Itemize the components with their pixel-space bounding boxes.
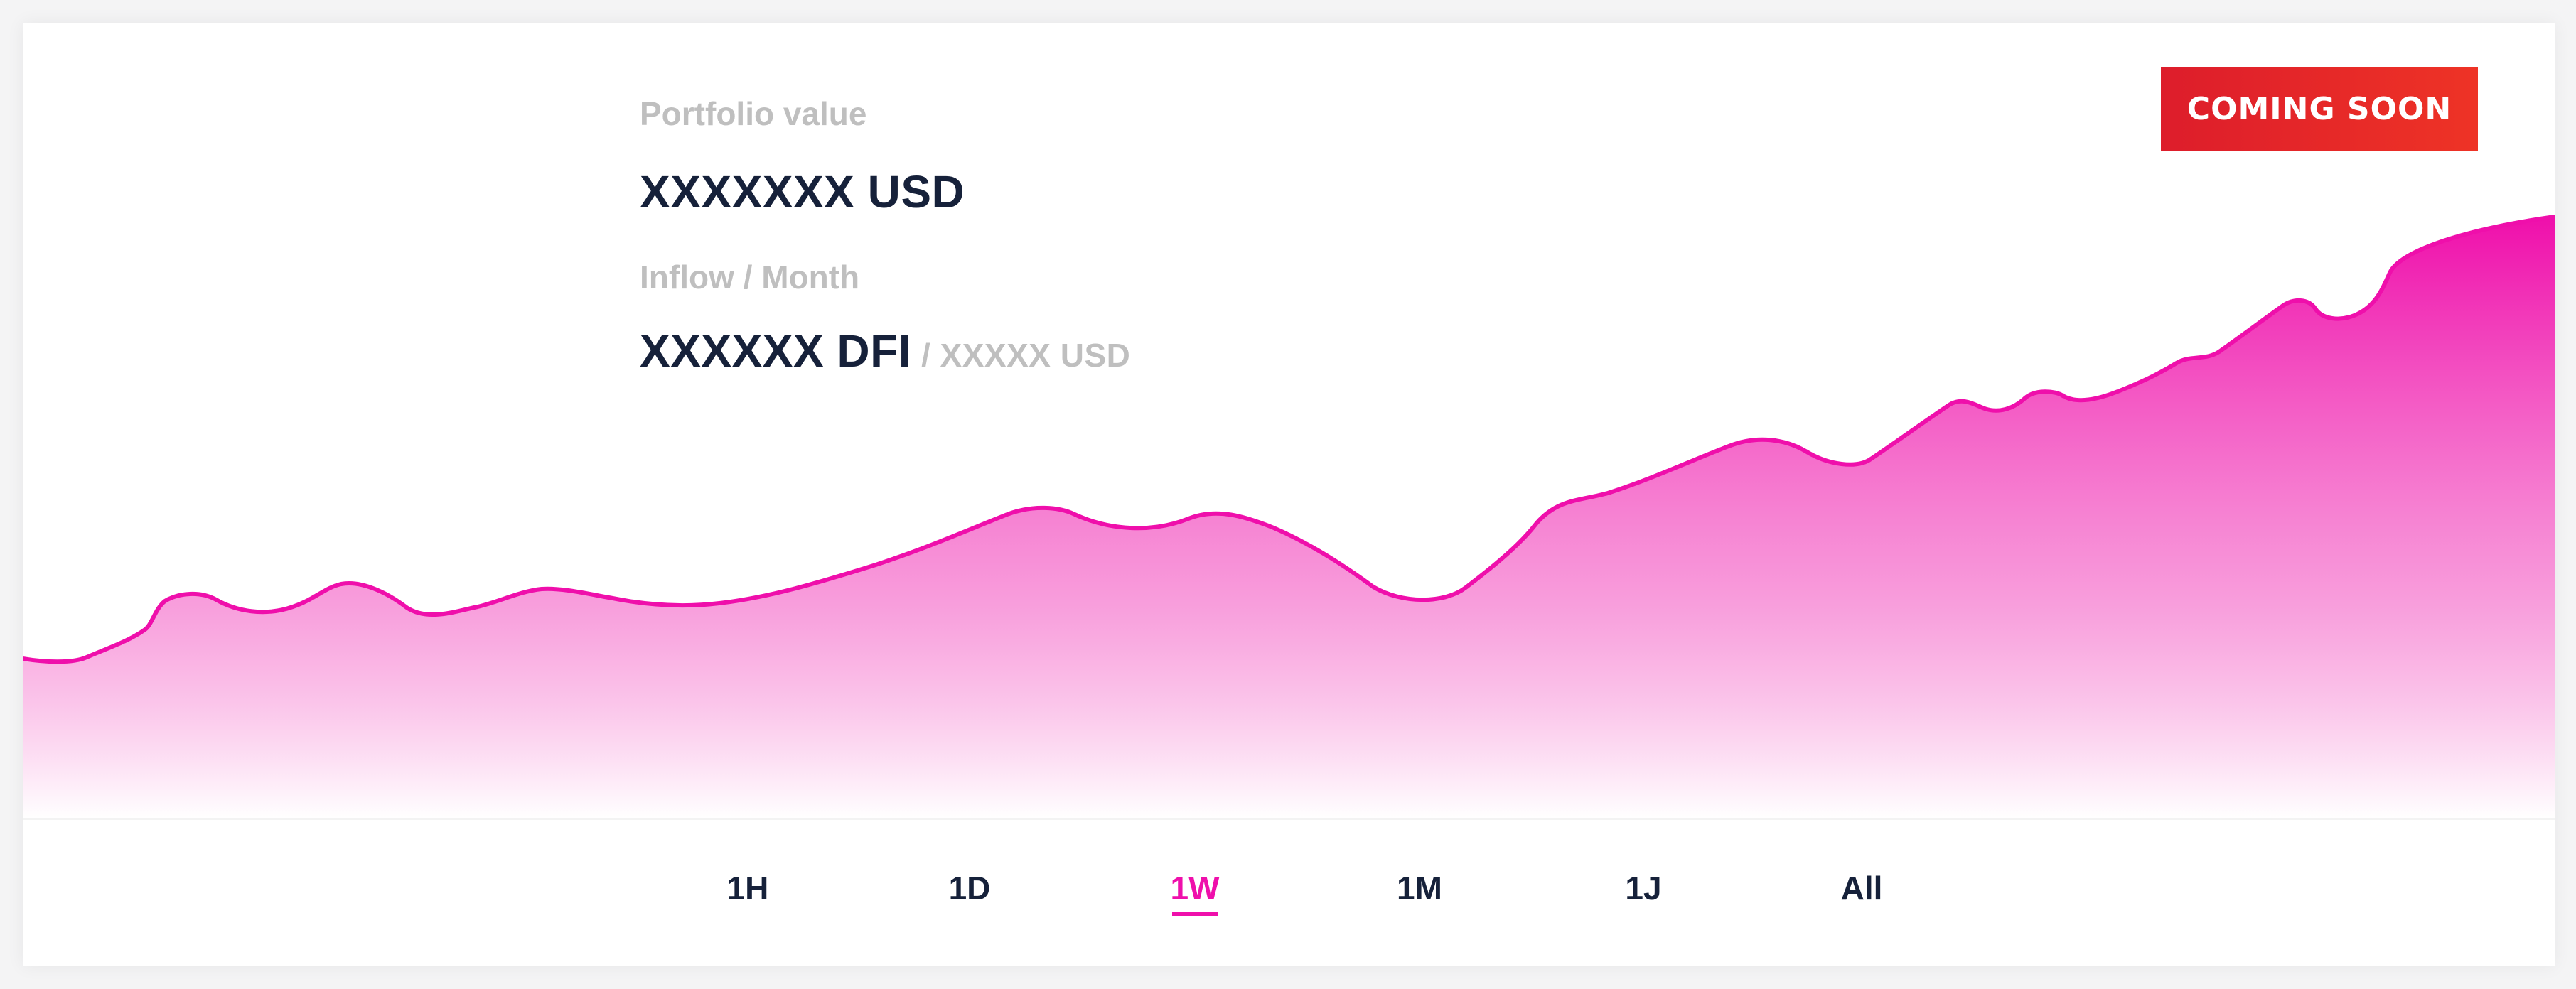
range-tab-label: 1M bbox=[1397, 870, 1442, 907]
portfolio-chart bbox=[23, 23, 2555, 818]
range-tab-1m[interactable]: 1M bbox=[1373, 868, 1466, 918]
range-tab-label: 1H bbox=[726, 870, 769, 907]
portfolio-value-label: Portfolio value bbox=[640, 95, 867, 132]
range-tab-label: All bbox=[1840, 870, 1883, 907]
range-tab-label: 1W bbox=[1170, 870, 1220, 907]
inflow-row: XXXXXX DFI / XXXXX USD bbox=[640, 320, 1351, 382]
inflow-value: XXXXXX DFI bbox=[640, 325, 911, 377]
range-tab-1j[interactable]: 1J bbox=[1601, 868, 1686, 918]
range-tab-1h[interactable]: 1H bbox=[705, 868, 790, 918]
inflow-usd-value: / XXXXX USD bbox=[921, 337, 1131, 374]
range-tab-label: 1D bbox=[948, 870, 991, 907]
range-tab-label: 1J bbox=[1625, 870, 1662, 907]
range-tab-1w[interactable]: 1W bbox=[1149, 868, 1241, 918]
range-tab-1d[interactable]: 1D bbox=[927, 868, 1012, 918]
portfolio-summary: Portfolio value XXXXXXX USD Inflow / Mon… bbox=[640, 91, 1351, 382]
portfolio-value: XXXXXXX USD bbox=[640, 166, 965, 217]
chart-area-fill bbox=[23, 217, 2555, 818]
area-chart bbox=[23, 215, 2555, 818]
active-tab-indicator bbox=[1172, 912, 1218, 916]
chart-line bbox=[23, 215, 2555, 664]
time-range-selector: 1H 1D 1W 1M 1J All bbox=[23, 818, 2555, 966]
range-tab-all[interactable]: All bbox=[1815, 868, 1908, 918]
portfolio-card: Portfolio value XXXXXXX USD Inflow / Mon… bbox=[23, 23, 2555, 966]
inflow-label: Inflow / Month bbox=[640, 259, 860, 296]
coming-soon-badge: COMING SOON bbox=[2161, 67, 2478, 151]
